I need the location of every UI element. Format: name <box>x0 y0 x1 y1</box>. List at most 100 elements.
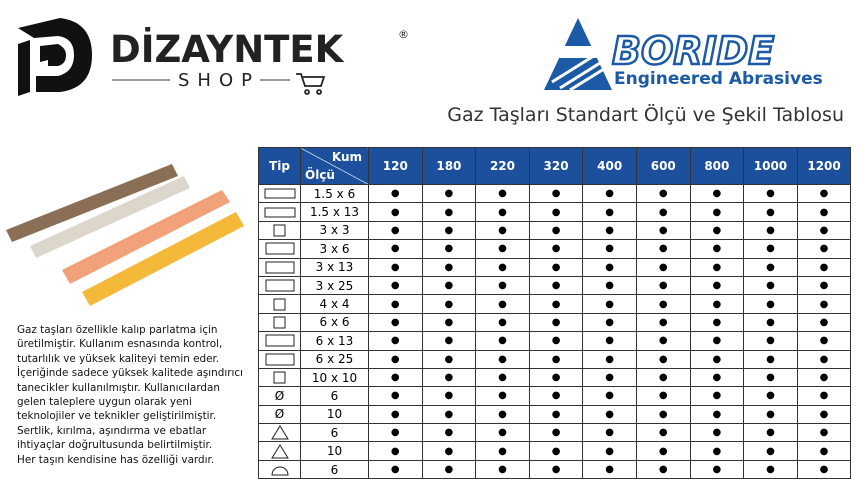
tip-shape <box>265 353 294 366</box>
availability-cell: ● <box>582 312 637 333</box>
availability-cell: ● <box>528 312 584 333</box>
availability-cell: ● <box>689 386 745 406</box>
availability-cell: ● <box>421 404 477 425</box>
availability-cell: ● <box>743 331 798 351</box>
tip-cell <box>258 275 301 296</box>
availability-cell: ● <box>421 441 477 461</box>
table-row: Ø 10 ● ● ● ● ● ● ● ● ● <box>258 404 852 425</box>
grit-header: 1200 <box>796 147 852 185</box>
availability-cell: ● <box>635 275 691 296</box>
availability-cell: ● <box>368 367 423 388</box>
tip-shape <box>270 466 289 476</box>
availability-cell: ● <box>368 257 423 277</box>
availability-cell: ● <box>421 275 477 296</box>
tip-cell <box>258 367 301 388</box>
availability-cell: ● <box>796 349 852 369</box>
availability-cell: ● <box>796 404 852 425</box>
availability-cell: ● <box>689 183 745 204</box>
availability-cell: ● <box>689 312 745 333</box>
tip-shape <box>273 316 285 329</box>
grit-header: 1000 <box>743 147 798 185</box>
availability-cell: ● <box>421 459 477 480</box>
tip-cell <box>258 441 301 461</box>
cart-icon <box>296 73 326 95</box>
availability-cell: ● <box>635 331 691 351</box>
availability-cell: ● <box>421 257 477 277</box>
availability-cell: ● <box>743 183 798 204</box>
availability-cell: ● <box>528 183 584 204</box>
availability-cell: ● <box>582 404 637 425</box>
availability-cell: ● <box>528 441 584 461</box>
availability-cell: ● <box>528 202 584 222</box>
availability-cell: ● <box>582 275 637 296</box>
grit-header: 220 <box>475 147 530 185</box>
availability-cell: ● <box>743 257 798 277</box>
availability-cell: ● <box>743 423 798 443</box>
availability-cell: ● <box>421 386 477 406</box>
tip-cell <box>258 202 301 222</box>
tip-cell <box>258 423 301 443</box>
size-cell: 6 x 25 <box>300 349 369 369</box>
size-cell: 10 <box>300 404 369 425</box>
grit-header: 120 <box>368 147 423 185</box>
availability-cell: ● <box>689 294 745 314</box>
availability-cell: ● <box>528 367 584 388</box>
availability-cell: ● <box>689 239 745 259</box>
tip-cell <box>258 349 301 369</box>
tip-shape <box>264 207 295 218</box>
availability-cell: ● <box>421 367 477 388</box>
logo-mark <box>18 18 92 92</box>
availability-cell: ● <box>582 220 637 241</box>
availability-cell: ● <box>475 367 530 388</box>
availability-cell: ● <box>421 239 477 259</box>
availability-cell: ● <box>368 294 423 314</box>
grit-header: 320 <box>528 147 584 185</box>
tip-cell <box>258 312 301 333</box>
kum-header: Kum <box>331 150 362 164</box>
table-row: 3 x 3 ● ● ● ● ● ● ● ● ● <box>258 220 852 241</box>
availability-cell: ● <box>475 294 530 314</box>
availability-cell: ● <box>796 220 852 241</box>
availability-cell: ● <box>689 331 745 351</box>
tip-shape <box>270 443 289 459</box>
availability-cell: ● <box>368 404 423 425</box>
table-row: 4 x 4 ● ● ● ● ● ● ● ● ● <box>258 294 852 314</box>
availability-cell: ● <box>689 220 745 241</box>
availability-cell: ● <box>689 367 745 388</box>
availability-cell: ● <box>368 331 423 351</box>
size-cell: 3 x 13 <box>300 257 369 277</box>
availability-cell: ● <box>635 367 691 388</box>
availability-cell: ● <box>689 441 745 461</box>
availability-cell: ● <box>743 441 798 461</box>
availability-cell: ● <box>475 423 530 443</box>
availability-cell: ● <box>421 349 477 369</box>
description-line: tanecikler kullanılmıştır. Kullanıcılard… <box>17 381 220 394</box>
table-row: 6 ● ● ● ● ● ● ● ● ● <box>258 459 852 480</box>
availability-cell: ● <box>582 183 637 204</box>
tip-cell <box>258 220 301 241</box>
availability-cell: ● <box>475 459 530 480</box>
availability-cell: ● <box>368 220 423 241</box>
tip-shape <box>273 371 285 384</box>
availability-cell: ● <box>635 312 691 333</box>
availability-cell: ● <box>743 239 798 259</box>
description-line: Gaz taşları özellikle kalıp parlatma içi… <box>17 324 218 336</box>
table-row: 3 x 6 ● ● ● ● ● ● ● ● ● <box>258 239 852 259</box>
availability-cell: ● <box>421 183 477 204</box>
header-row: Tip Kum Ölçü 120 180 220 320 400 600 800 1000 1200 <box>258 147 852 185</box>
size-cell: 10 x 10 <box>300 367 369 388</box>
table-row: 6 x 25 ● ● ● ● ● ● ● ● ● <box>258 349 852 369</box>
availability-cell: ● <box>475 239 530 259</box>
tip-shape <box>264 188 295 199</box>
tip-header: Tip <box>258 147 301 185</box>
tip-shape <box>265 279 294 292</box>
table-row: 1.5 x 6 ● ● ● ● ● ● ● ● ● <box>258 183 852 204</box>
tip-shape <box>265 242 294 255</box>
availability-cell: ● <box>582 367 637 388</box>
availability-cell: ● <box>475 404 530 425</box>
tip-cell <box>258 183 301 204</box>
availability-cell: ● <box>528 386 584 406</box>
availability-cell: ● <box>582 459 637 480</box>
brand-sub: SHOP <box>178 70 260 91</box>
table-row: 10 x 10 ● ● ● ● ● ● ● ● ● <box>258 367 852 388</box>
